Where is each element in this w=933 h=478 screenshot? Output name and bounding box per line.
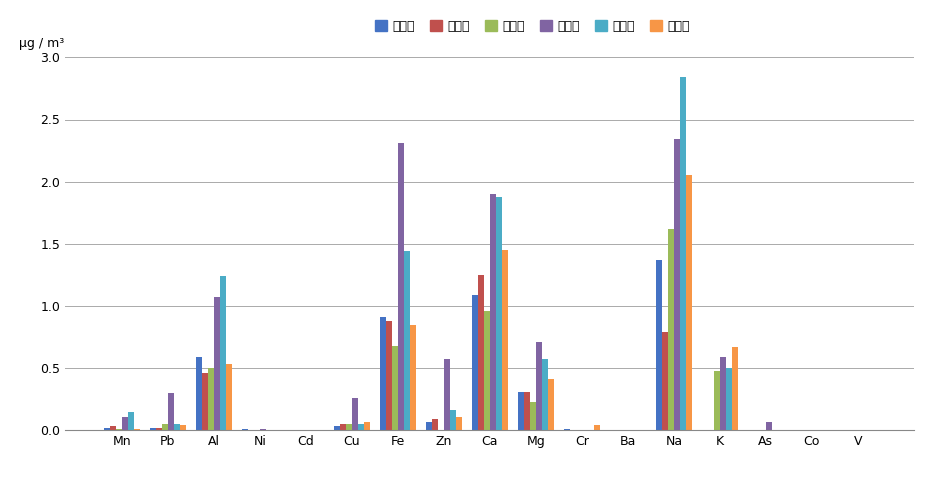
Bar — [536, 342, 542, 430]
Bar — [208, 368, 214, 430]
Bar — [564, 429, 570, 430]
Bar — [731, 347, 738, 430]
Bar — [242, 429, 248, 430]
Bar — [259, 429, 266, 430]
Bar — [726, 368, 731, 430]
Bar — [425, 422, 432, 430]
Bar — [174, 424, 180, 430]
Bar — [766, 422, 772, 430]
Bar — [346, 424, 352, 430]
Bar — [226, 364, 231, 430]
Bar — [495, 196, 502, 430]
Bar — [456, 416, 462, 430]
Bar — [334, 426, 340, 430]
Bar — [472, 295, 478, 430]
Bar — [661, 332, 668, 430]
Bar — [523, 391, 530, 430]
Bar — [397, 143, 404, 430]
Bar — [128, 412, 133, 430]
Bar — [518, 391, 523, 430]
Bar — [542, 359, 548, 430]
Bar — [161, 424, 168, 430]
Bar — [386, 321, 392, 430]
Bar — [364, 422, 369, 430]
Bar — [358, 424, 364, 430]
Bar — [180, 425, 186, 430]
Bar — [340, 424, 346, 430]
Bar — [116, 429, 122, 430]
Bar — [220, 276, 226, 430]
Bar — [686, 175, 691, 430]
Bar — [110, 426, 116, 430]
Bar — [410, 325, 416, 430]
Bar — [656, 260, 661, 430]
Bar — [214, 297, 220, 430]
Bar — [450, 410, 456, 430]
Bar — [196, 357, 202, 430]
Bar — [502, 250, 508, 430]
Bar — [478, 275, 484, 430]
Bar — [720, 357, 726, 430]
Bar — [674, 140, 680, 430]
Bar — [168, 393, 174, 430]
Bar — [380, 317, 386, 430]
Bar — [484, 311, 490, 430]
Legend: 삼산동, 무거동, 부곡동, 화산리, 농소동, 배내골: 삼산동, 무거동, 부곡동, 화산리, 농소동, 배내골 — [369, 15, 695, 38]
Bar — [444, 359, 450, 430]
Bar — [668, 229, 674, 430]
Bar — [104, 428, 110, 430]
Bar — [150, 428, 156, 430]
Bar — [352, 398, 358, 430]
Bar — [548, 379, 554, 430]
Bar — [680, 77, 686, 430]
Bar — [202, 373, 208, 430]
Bar — [490, 194, 495, 430]
Bar — [593, 425, 600, 430]
Bar — [404, 251, 410, 430]
Bar — [530, 402, 536, 430]
Text: μg / m³: μg / m³ — [19, 37, 63, 50]
Bar — [133, 429, 140, 430]
Bar — [122, 416, 128, 430]
Bar — [156, 428, 161, 430]
Bar — [392, 346, 397, 430]
Bar — [432, 419, 438, 430]
Bar — [714, 370, 720, 430]
